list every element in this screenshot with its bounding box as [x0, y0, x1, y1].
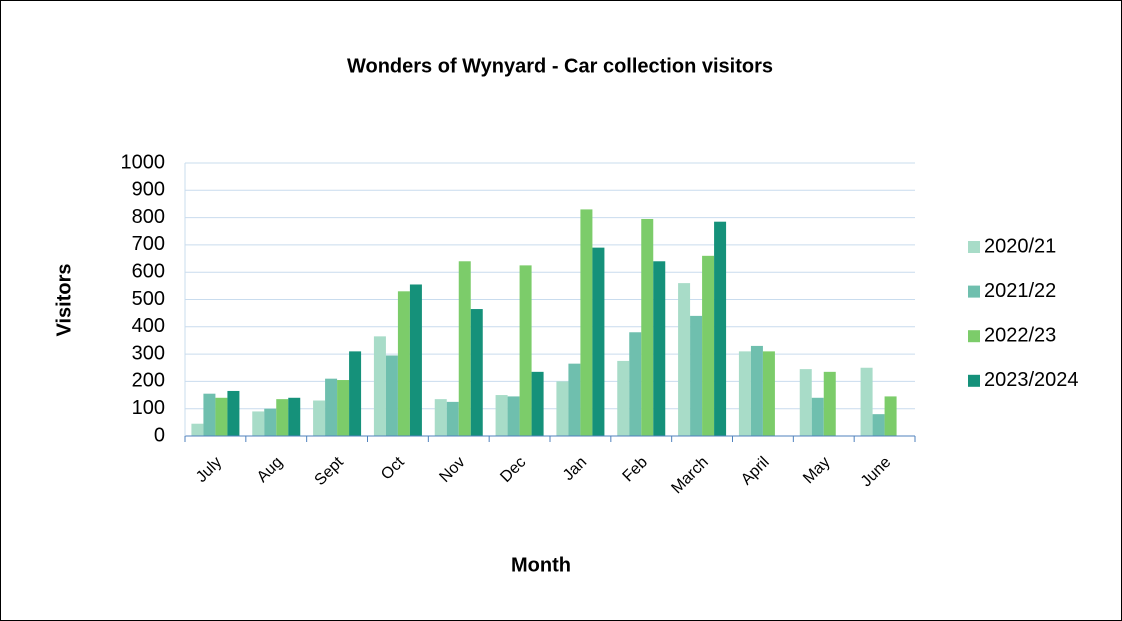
y-tick-label: 200	[132, 370, 165, 392]
y-tick-label: 0	[154, 424, 165, 446]
bar	[556, 381, 569, 436]
legend-label: 2020/21	[984, 235, 1056, 257]
y-tick-label: 1000	[121, 151, 166, 173]
y-axis-title: Visitors	[53, 264, 75, 337]
bar	[191, 423, 204, 436]
y-tick-label: 100	[132, 397, 165, 419]
bar	[580, 209, 593, 436]
bar	[519, 265, 532, 436]
x-axis-title: Month	[511, 554, 571, 576]
bar	[762, 351, 775, 436]
bar	[872, 414, 885, 436]
y-tick-label: 500	[132, 288, 165, 310]
bar	[264, 408, 277, 436]
legend-label: 2022/23	[984, 324, 1056, 346]
y-tick-label: 300	[132, 342, 165, 364]
legend-swatch	[968, 285, 980, 298]
bar	[215, 397, 228, 436]
bar	[690, 315, 703, 436]
bar	[823, 371, 836, 436]
bar	[750, 345, 763, 436]
bar	[288, 397, 301, 436]
y-tick-label: 900	[132, 179, 165, 201]
legend-swatch	[968, 374, 980, 387]
bar	[617, 360, 630, 436]
bar	[409, 284, 422, 436]
bar	[203, 393, 216, 436]
y-tick-label: 600	[132, 260, 165, 282]
bar	[227, 390, 240, 436]
bar	[568, 363, 581, 436]
bar	[678, 283, 691, 436]
bar	[470, 309, 483, 436]
legend-swatch	[968, 330, 980, 343]
bar	[276, 399, 289, 436]
bar	[531, 371, 544, 436]
bar	[252, 411, 265, 436]
bar	[860, 367, 873, 436]
bar	[507, 396, 520, 436]
bar	[811, 397, 824, 436]
y-tick-label: 800	[132, 206, 165, 228]
bar	[702, 255, 715, 436]
bar	[337, 380, 350, 436]
y-tick-label: 400	[132, 315, 165, 337]
bar	[446, 401, 459, 436]
y-tick-label: 700	[132, 233, 165, 255]
bar	[434, 399, 447, 436]
bar	[495, 395, 508, 436]
bar	[799, 369, 812, 436]
bar	[653, 261, 666, 436]
chart-title: Wonders of Wynyard - Car collection visi…	[347, 55, 773, 77]
bar	[592, 247, 605, 436]
bar	[373, 336, 386, 436]
bar	[629, 332, 642, 436]
bar	[714, 221, 727, 436]
bar	[385, 355, 398, 436]
bar	[458, 261, 471, 436]
bar	[313, 400, 326, 436]
legend-swatch	[968, 241, 980, 253]
bar	[738, 351, 751, 436]
bar	[397, 291, 410, 436]
bar	[349, 351, 362, 436]
bar	[884, 396, 897, 436]
legend-label: 2023/2024	[984, 369, 1079, 391]
bar	[325, 378, 338, 436]
bar	[641, 218, 654, 436]
legend-label: 2021/22	[984, 280, 1056, 302]
